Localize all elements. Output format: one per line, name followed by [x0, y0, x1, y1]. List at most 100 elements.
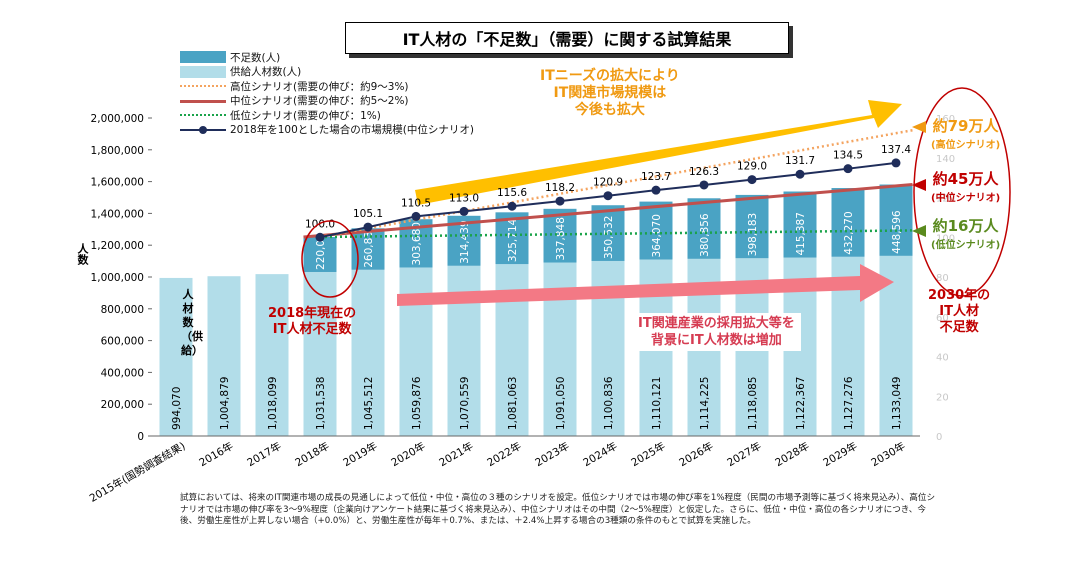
- current-2018-line: IT人材不足数: [272, 322, 352, 337]
- low-scenario-main: 約16万人: [932, 217, 999, 235]
- x-tick-label: 2030年: [869, 439, 908, 469]
- x-tick-label: 2021年: [437, 439, 476, 469]
- low-pointer: [912, 225, 926, 237]
- shortage-bar: [543, 208, 577, 263]
- mid-scenario-main: 約45万人: [932, 170, 999, 188]
- mid-scenario-line: [303, 183, 913, 239]
- supply-bar-label: 1,118,085: [747, 377, 759, 430]
- supply-bar: [207, 276, 241, 436]
- market-index-point: [411, 211, 421, 221]
- legend-swatch: [180, 124, 226, 136]
- high-scenario-main: 約79万人: [932, 117, 999, 135]
- shortage-2030-callout: 2030年の IT人材 不足数: [928, 288, 990, 336]
- y-tick-label: 600,000: [101, 336, 144, 348]
- market-index-point: [459, 206, 469, 216]
- legend-label: 2018年を100とした場合の市場規模(中位シナリオ): [230, 124, 474, 137]
- y-axis-title: 人数: [76, 243, 89, 265]
- market-index-point: [555, 196, 565, 206]
- arrows: [397, 100, 902, 306]
- market-index-label: 131.7: [785, 155, 815, 167]
- x-tick-label: 2028年: [773, 439, 812, 469]
- legend-swatch: [180, 95, 226, 107]
- legend-entry-market: 2018年を100とした場合の市場規模(中位シナリオ): [180, 123, 474, 138]
- market-index-label: 126.3: [689, 166, 719, 178]
- market-index-point: [795, 169, 805, 179]
- market-index-point: [891, 158, 901, 168]
- y-tick-label: 1,600,000: [91, 177, 144, 189]
- shortage-bar: [735, 194, 769, 259]
- y-tick-label: 2,000,000: [91, 113, 144, 125]
- low-scenario-sub: (低位シナリオ): [931, 240, 1001, 251]
- low-scenario-callout: 約16万人 (低位シナリオ): [931, 215, 1000, 251]
- y-tick-label: 800,000: [101, 304, 144, 316]
- supply-bar: [303, 271, 337, 436]
- shortage-bar-label: 432,270: [843, 211, 855, 254]
- market-index-label: 137.4: [881, 144, 911, 156]
- legend-swatch: [180, 80, 226, 92]
- legend-entry-low: 低位シナリオ(需要の伸び：1%): [180, 108, 474, 123]
- high-scenario-callout: 約79万人 (高位シナリオ): [931, 115, 1000, 151]
- y2-tick-label: 140: [936, 154, 955, 165]
- x-tick-label: 2025年: [629, 439, 668, 469]
- shortage-bar-label: 350,532: [603, 216, 615, 259]
- shortage-bar: [303, 237, 337, 272]
- market-index-label: 123.7: [641, 171, 671, 183]
- legend-label: 高位シナリオ(需要の伸び：約9～3%): [230, 80, 409, 93]
- x-tick-label: 2022年: [485, 439, 524, 469]
- y-tick-label: 1,200,000: [91, 240, 144, 252]
- y-axis: 0 200,000 400,000 600,000 800,000 1,000,000 1,…: [91, 113, 152, 443]
- shortage-bar: [879, 184, 913, 256]
- y2-tick-label: 20: [936, 392, 949, 403]
- supply-bar-label: 1,081,063: [507, 377, 519, 430]
- top-arrow-line: ITニーズの拡大により: [540, 68, 680, 84]
- supply-bar: [159, 277, 193, 436]
- mid-pointer: [912, 179, 926, 191]
- shortage-bar-label: 415,387: [795, 212, 807, 255]
- x-tick-label: 2024年: [581, 439, 620, 469]
- footnote: 試算においては、将来のIT関連市場の成長の見通しによって低位・中位・高位の３種の…: [180, 493, 936, 526]
- x-tick-label: 2029年: [821, 439, 860, 469]
- market-index-point: [747, 175, 757, 185]
- top-arrow-line: 今後も拡大: [574, 102, 645, 118]
- supply-bar-label: 1,004,879: [219, 377, 231, 430]
- y-tick-label: 400,000: [101, 367, 144, 379]
- supply-vertical-label: 人材数（供給）: [181, 288, 203, 357]
- top-arrow-callout: ITニーズの拡大により IT関連市場規模は 今後も拡大: [540, 68, 680, 119]
- market-index-label: 105.1: [353, 208, 383, 220]
- market-index-label: 134.5: [833, 150, 863, 162]
- market-index-label: 115.6: [497, 187, 527, 199]
- x-tick-label: 2018年: [293, 439, 332, 469]
- annotations: [301, 87, 1011, 298]
- shortage-2030-line: 2030年の: [928, 288, 991, 303]
- market-index-point: [651, 185, 661, 195]
- shortage-bar-label: 260,835: [363, 224, 375, 267]
- supply-bar-label: 1,127,276: [843, 376, 855, 430]
- shortage-2030-line: IT人材: [939, 304, 979, 319]
- x-tick-label: 2019年: [341, 439, 380, 469]
- bottom-arrow-shape: [397, 264, 894, 306]
- current-2018-callout: 2018年現在の IT人材不足数: [268, 306, 356, 338]
- y2-tick-label: 80: [936, 273, 949, 284]
- market-index-label: 129.0: [737, 161, 767, 173]
- supply-bar-label: 1,110,121: [651, 377, 663, 430]
- supply-bar-label: 994,070: [171, 387, 183, 430]
- y-tick-label: 0: [137, 431, 144, 443]
- market-index-point: [699, 180, 709, 190]
- legend-swatch: [180, 65, 226, 78]
- supply-bar-label: 1,031,538: [315, 377, 327, 430]
- market-index-point: [843, 164, 853, 174]
- supply-bar-label: 1,100,836: [603, 376, 615, 430]
- shortage-bar-label: 337,848: [555, 217, 567, 260]
- supply-bar-label: 1,045,512: [363, 377, 375, 430]
- y-tick-label: 1,400,000: [91, 208, 144, 220]
- supply-bar-label: 1,114,225: [699, 377, 711, 430]
- mid-scenario-callout: 約45万人 (中位シナリオ): [931, 168, 1000, 204]
- y2-tick-label: 120: [936, 194, 955, 205]
- legend-swatch: [180, 109, 226, 121]
- supply-bar-label: 1,059,876: [411, 376, 423, 430]
- y-tick-label: 1,800,000: [91, 145, 144, 157]
- high-scenario-sub: (高位シナリオ): [931, 140, 1001, 151]
- top-arrow-line: IT関連市場規模は: [553, 85, 667, 101]
- legend-entry-mid: 中位シナリオ(需要の伸び：約5～2%): [180, 94, 474, 109]
